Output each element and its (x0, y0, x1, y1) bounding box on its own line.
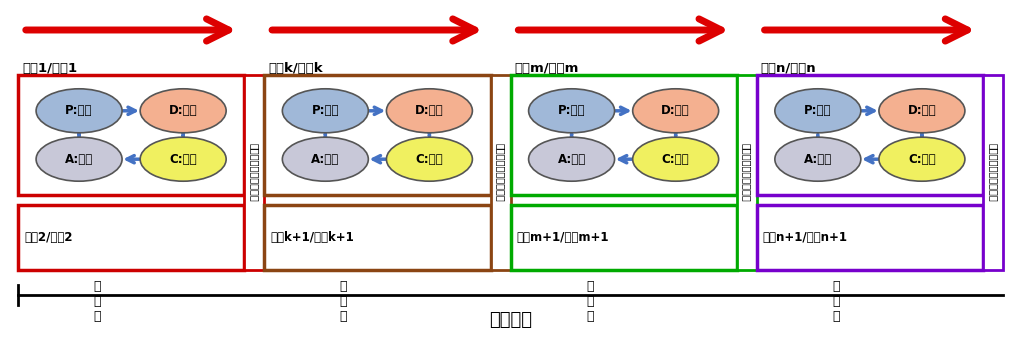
Text: C:調査: C:調査 (908, 153, 935, 166)
Ellipse shape (140, 89, 226, 133)
Text: ・
・
・: ・ ・ ・ (340, 280, 347, 323)
Ellipse shape (529, 137, 615, 181)
Text: P:設計: P:設計 (65, 104, 93, 117)
Text: リグレッションテスト: リグレッションテスト (249, 143, 259, 202)
Ellipse shape (529, 89, 615, 133)
Text: リグレッションテスト: リグレッションテスト (988, 143, 998, 202)
Ellipse shape (633, 89, 719, 133)
Text: 機能k/部位k: 機能k/部位k (269, 62, 323, 75)
Bar (510, 75, 737, 195)
Ellipse shape (283, 89, 369, 133)
Text: ・
・
・: ・ ・ ・ (94, 280, 101, 323)
Text: 機能2/部位2: 機能2/部位2 (25, 231, 72, 244)
Text: P:設計: P:設計 (805, 104, 831, 117)
Text: A:改善: A:改善 (65, 153, 93, 166)
Bar (757, 75, 983, 195)
Text: A:改善: A:改善 (311, 153, 339, 166)
Bar (18, 75, 244, 195)
Ellipse shape (386, 89, 473, 133)
Bar (737, 75, 757, 270)
Text: 機能1/部位1: 機能1/部位1 (22, 62, 78, 75)
Bar (490, 75, 510, 270)
Text: 機能n+1/部位n+1: 機能n+1/部位n+1 (763, 231, 847, 244)
Text: C:調査: C:調査 (416, 153, 443, 166)
Bar (757, 205, 983, 270)
Text: ・
・
・: ・ ・ ・ (586, 280, 593, 323)
Text: ・
・
・: ・ ・ ・ (832, 280, 839, 323)
Ellipse shape (386, 137, 473, 181)
Text: D:試験: D:試験 (168, 104, 197, 117)
Ellipse shape (283, 137, 369, 181)
Ellipse shape (140, 137, 226, 181)
Text: 機能m+1/部位m+1: 機能m+1/部位m+1 (517, 231, 609, 244)
Text: P:設計: P:設計 (311, 104, 339, 117)
Text: P:設計: P:設計 (557, 104, 585, 117)
Text: D:試験: D:試験 (908, 104, 936, 117)
Bar (264, 75, 490, 195)
Text: 時間経過: 時間経過 (489, 311, 532, 329)
Ellipse shape (879, 137, 965, 181)
Text: A:改善: A:改善 (557, 153, 586, 166)
Text: リグレッションテスト: リグレッションテスト (495, 143, 505, 202)
Bar (510, 205, 737, 270)
Ellipse shape (36, 89, 123, 133)
Text: A:改善: A:改善 (804, 153, 832, 166)
Ellipse shape (775, 137, 861, 181)
Ellipse shape (36, 137, 123, 181)
Text: 機能m/部位m: 機能m/部位m (515, 62, 579, 75)
Ellipse shape (633, 137, 719, 181)
Text: 機能k+1/部位k+1: 機能k+1/部位k+1 (271, 231, 354, 244)
Bar (244, 75, 264, 270)
Text: C:調査: C:調査 (169, 153, 197, 166)
Bar (983, 75, 1003, 270)
Ellipse shape (775, 89, 861, 133)
Text: D:試験: D:試験 (662, 104, 690, 117)
Ellipse shape (879, 89, 965, 133)
Text: 機能n/部位n: 機能n/部位n (761, 62, 817, 75)
Bar (264, 205, 490, 270)
Text: C:調査: C:調査 (662, 153, 689, 166)
Text: D:試験: D:試験 (416, 104, 444, 117)
Text: リグレッションテスト: リグレッションテスト (741, 143, 751, 202)
Bar (18, 205, 244, 270)
